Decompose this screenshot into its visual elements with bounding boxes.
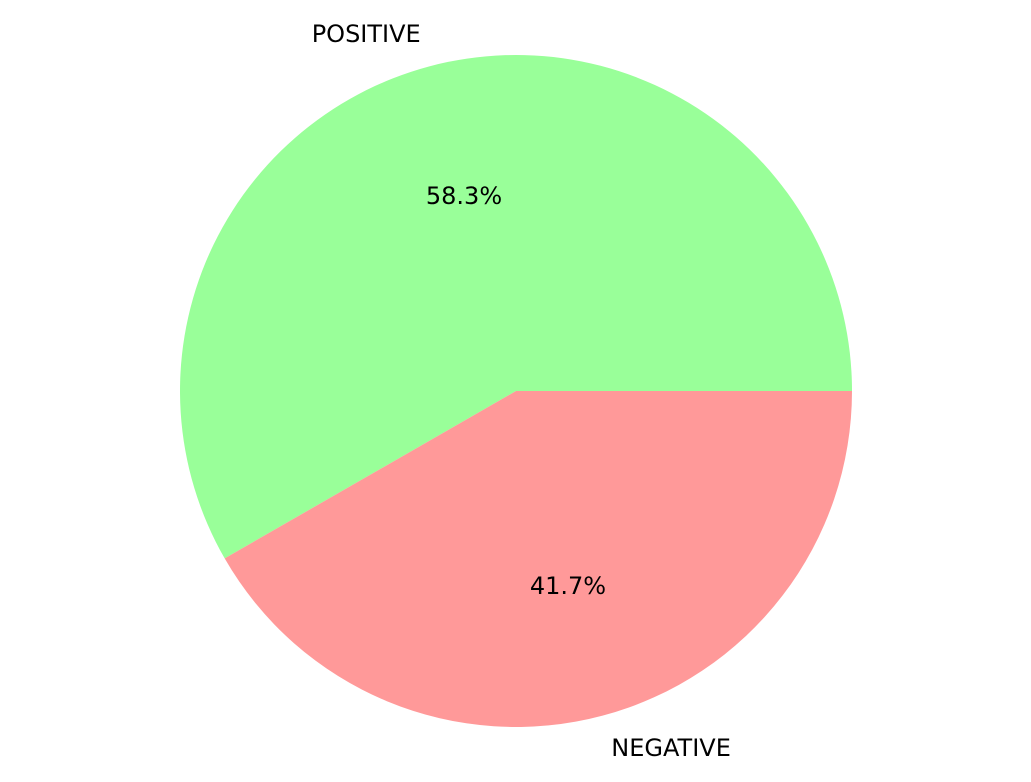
slice-label-positive: POSITIVE bbox=[312, 20, 421, 48]
pie-slice-positive bbox=[180, 55, 853, 559]
pie-labels: POSITIVE 58.3% NEGATIVE 41.7% bbox=[312, 20, 731, 762]
pie-slices bbox=[180, 55, 853, 728]
slice-percent-negative: 41.7% bbox=[530, 572, 606, 600]
slice-percent-positive: 58.3% bbox=[426, 182, 502, 210]
pie-slice-negative bbox=[224, 391, 852, 728]
slice-label-negative: NEGATIVE bbox=[611, 734, 731, 762]
